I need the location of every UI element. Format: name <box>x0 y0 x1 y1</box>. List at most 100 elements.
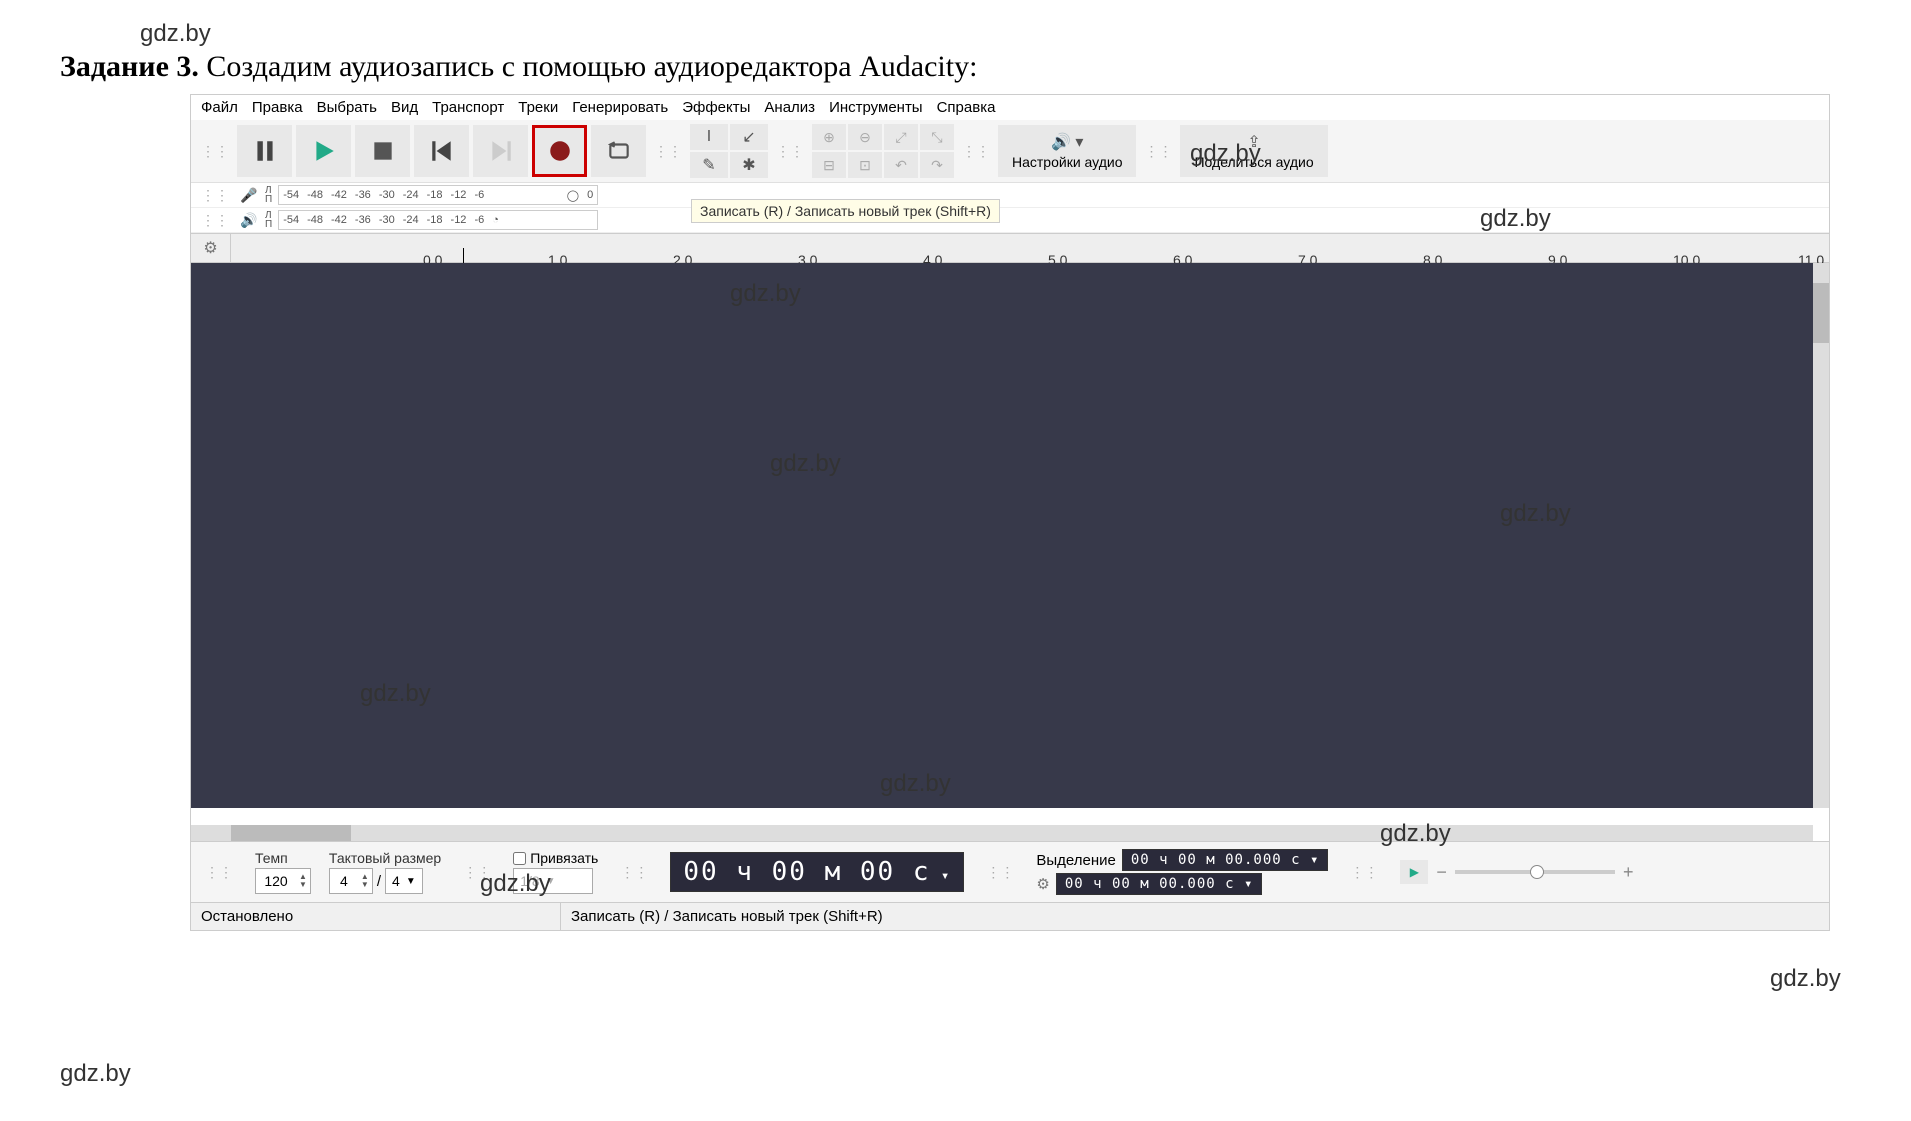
timesig-field: Тактовый размер ▲▼ / 4▼ <box>329 850 441 894</box>
meter-tick: -6 <box>474 189 484 201</box>
menu-правка[interactable]: Правка <box>252 99 303 116</box>
timeline-gear-icon[interactable]: ⚙ <box>191 233 231 263</box>
track-area[interactable] <box>191 263 1829 808</box>
tempo-arrows[interactable]: ▲▼ <box>296 873 310 889</box>
meter-tick: -30 <box>379 214 395 226</box>
record-meter[interactable]: -54-48-42-36-30-24-18-12-6◯0 <box>278 185 598 205</box>
menu-вид[interactable]: Вид <box>391 99 418 116</box>
snap-checkbox[interactable] <box>513 852 526 865</box>
silence-icon[interactable]: ⊡ <box>848 152 882 178</box>
horizontal-scrollbar[interactable] <box>191 825 1813 841</box>
meter-tick: 0 <box>587 189 593 201</box>
meter-tick: -6 <box>474 214 484 226</box>
tools-grid: I ↙ ✎ ✱ <box>690 124 768 178</box>
timesig-label: Тактовый размер <box>329 850 441 866</box>
stop-button[interactable] <box>355 125 410 177</box>
task-number: Задание 3. <box>60 50 199 83</box>
menu-справка[interactable]: Справка <box>937 99 996 116</box>
meter-tick: -54 <box>283 214 299 226</box>
selection-end[interactable]: 00 ч 00 м 00.000 с ▾ <box>1056 873 1263 895</box>
loop-button[interactable] <box>591 125 646 177</box>
speed-knob[interactable] <box>1530 865 1544 879</box>
task-title: Задание 3. Создадим аудиозапись с помощь… <box>60 50 1851 84</box>
play-button[interactable] <box>296 125 351 177</box>
bottom-grip-4[interactable]: ⋮⋮ <box>982 864 1018 881</box>
fit-selection-icon[interactable]: ⤢ <box>884 124 918 150</box>
meter-tick: -54 <box>283 189 299 201</box>
menu-анализ[interactable]: Анализ <box>764 99 815 116</box>
meter-grip[interactable]: ⋮⋮ <box>197 187 233 204</box>
record-button[interactable] <box>532 125 587 177</box>
redo-icon[interactable]: ↷ <box>920 152 954 178</box>
timesig-num-spinner[interactable]: ▲▼ <box>329 868 373 894</box>
edit-zoom-grid: ⊕ ⊖ ⤢ ⤡ ⊟ ⊡ ↶ ↷ <box>812 124 954 178</box>
trim-icon[interactable]: ⊟ <box>812 152 846 178</box>
zoom-out-icon[interactable]: ⊖ <box>848 124 882 150</box>
draw-tool-icon[interactable]: ✎ <box>690 152 728 178</box>
selection-gear-icon[interactable]: ⚙ <box>1036 875 1049 893</box>
meter-grip-2[interactable]: ⋮⋮ <box>197 212 233 229</box>
snap-field: Привязать 1/8▼ <box>513 850 598 894</box>
meter-tick: -48 <box>307 214 323 226</box>
tempo-spinner[interactable]: ▲▼ <box>255 868 311 894</box>
fit-project-icon[interactable]: ⤡ <box>920 124 954 150</box>
undo-icon[interactable]: ↶ <box>884 152 918 178</box>
menu-инструменты[interactable]: Инструменты <box>829 99 923 116</box>
meter-tick: -18 <box>427 214 443 226</box>
toolbar-grip[interactable]: ⋮⋮ <box>197 143 233 160</box>
speed-slider[interactable] <box>1455 870 1615 874</box>
time-display[interactable]: 00 ч 00 м 00 с ▾ <box>670 852 964 892</box>
record-tooltip: Записать (R) / Записать новый трек (Shif… <box>691 199 1000 223</box>
status-bar: Остановлено Записать (R) / Записать новы… <box>191 902 1829 930</box>
skip-start-button[interactable] <box>414 125 469 177</box>
timesig-den-dropdown[interactable]: 4▼ <box>385 868 423 894</box>
play-speed-button[interactable]: ▶ <box>1400 860 1428 884</box>
skip-end-button[interactable] <box>473 125 528 177</box>
toolbar-grip-4[interactable]: ⋮⋮ <box>958 143 994 160</box>
status-right: Записать (R) / Записать новый трек (Shif… <box>561 908 1829 925</box>
bottom-grip-2[interactable]: ⋮⋮ <box>459 864 495 881</box>
share-audio-button[interactable]: ⇪ Поделиться аудио <box>1180 125 1327 177</box>
bottom-grip-5[interactable]: ⋮⋮ <box>1346 864 1382 881</box>
menu-треки[interactable]: Треки <box>518 99 558 116</box>
audio-setup-button[interactable]: 🔊 ▾ Настройки аудио <box>998 125 1136 177</box>
menu-файл[interactable]: Файл <box>201 99 238 116</box>
menu-выбрать[interactable]: Выбрать <box>317 99 377 116</box>
track-bottom-gap <box>191 808 1829 842</box>
tempo-field: Темп ▲▼ <box>255 850 311 894</box>
transport-toolbar: ⋮⋮ ⋮⋮ I ↙ ✎ ✱ ⋮⋮ ⊕ ⊖ ⤢ ⤡ ⊟ ⊡ <box>191 120 1829 183</box>
meter-lr-labels-2: ЛП <box>265 211 272 229</box>
toolbar-grip-2[interactable]: ⋮⋮ <box>650 143 686 160</box>
toolbar-grip-5[interactable]: ⋮⋮ <box>1140 143 1176 160</box>
tempo-input[interactable] <box>256 873 296 889</box>
bottom-grip[interactable]: ⋮⋮ <box>201 864 237 881</box>
h-scroll-thumb[interactable] <box>231 825 351 841</box>
audio-setup-label: Настройки аудио <box>1012 154 1122 170</box>
playback-meter[interactable]: -54-48-42-36-30-24-18-12-6◔ <box>278 210 598 230</box>
bottom-grip-3[interactable]: ⋮⋮ <box>616 864 652 881</box>
meter-tick: -30 <box>379 189 395 201</box>
menu-транспорт[interactable]: Транспорт <box>432 99 504 116</box>
menu-генерировать[interactable]: Генерировать <box>572 99 668 116</box>
multi-tool-icon[interactable]: ✱ <box>730 152 768 178</box>
page: Задание 3. Создадим аудиозапись с помощь… <box>0 0 1911 951</box>
speaker-meter-icon[interactable]: 🔊 <box>239 212 259 229</box>
watermark: gdz.by <box>1770 965 1841 993</box>
envelope-tool-icon[interactable]: ↙ <box>730 124 768 150</box>
meter-tick: -18 <box>427 189 443 201</box>
task-desc: Создадим аудиозапись с помощью аудиореда… <box>199 50 978 83</box>
menu-эффекты[interactable]: Эффекты <box>682 99 750 116</box>
mic-icon[interactable]: 🎤 <box>239 187 259 204</box>
timesig-num-input[interactable] <box>330 873 358 889</box>
snap-dropdown[interactable]: 1/8▼ <box>513 868 593 894</box>
zoom-in-icon[interactable]: ⊕ <box>812 124 846 150</box>
meter-tick: -36 <box>355 214 371 226</box>
selection-tool-icon[interactable]: I <box>690 124 728 150</box>
pause-button[interactable] <box>237 125 292 177</box>
vertical-scrollbar[interactable] <box>1813 263 1829 808</box>
meter-tick: -24 <box>403 189 419 201</box>
v-scroll-thumb[interactable] <box>1813 283 1829 343</box>
toolbar-grip-3[interactable]: ⋮⋮ <box>772 143 808 160</box>
selection-start[interactable]: 00 ч 00 м 00.000 с ▾ <box>1122 849 1329 871</box>
meter-tick: -24 <box>403 214 419 226</box>
